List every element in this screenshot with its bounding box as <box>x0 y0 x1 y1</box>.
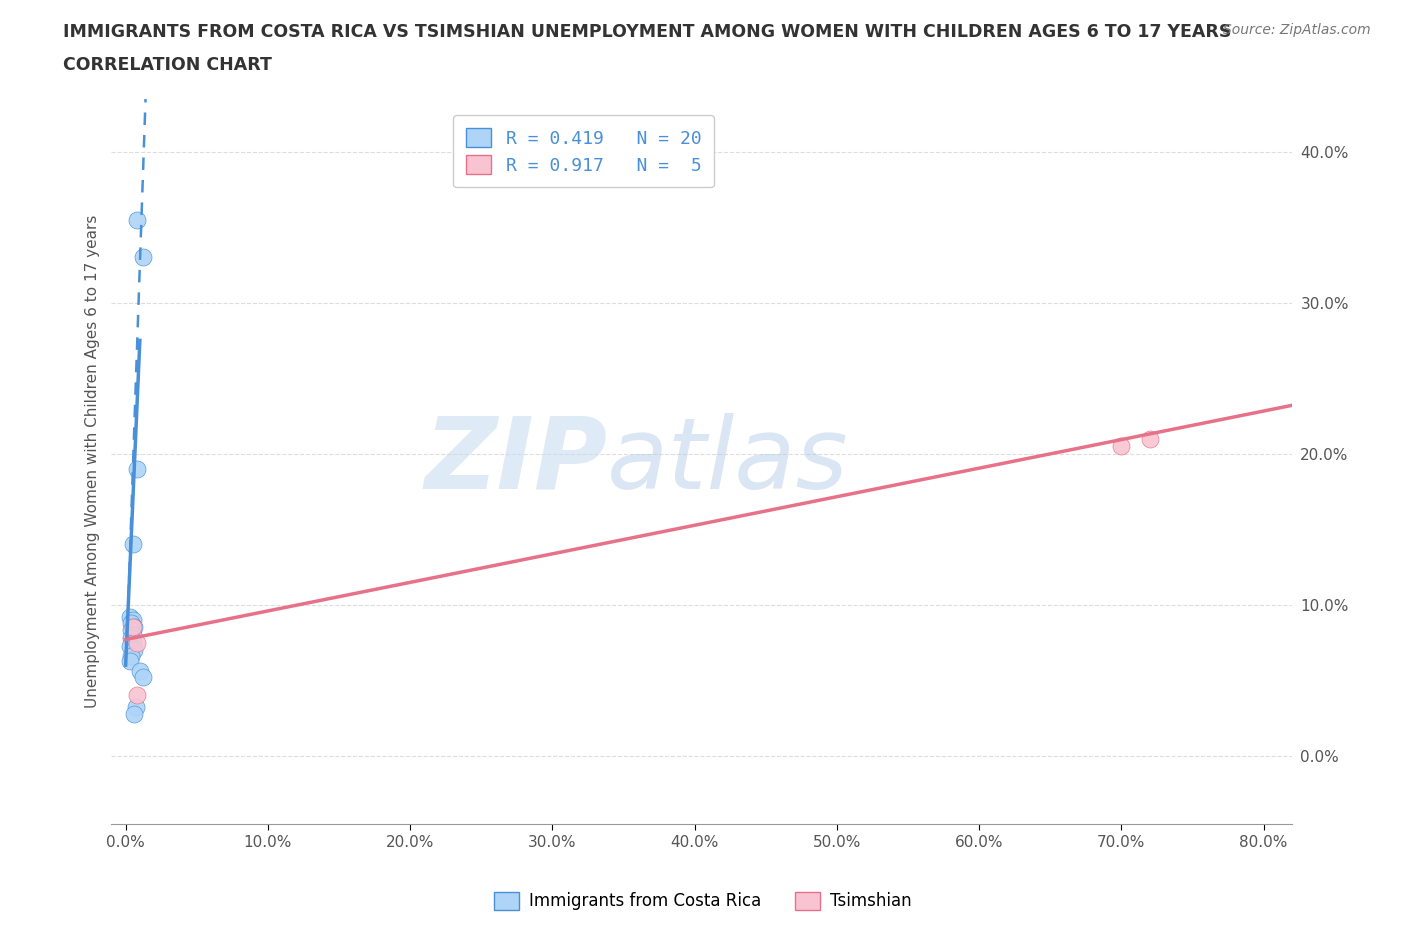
Point <box>122 620 145 635</box>
Point <box>1139 432 1161 446</box>
Point <box>124 700 146 715</box>
Text: CORRELATION CHART: CORRELATION CHART <box>63 56 273 73</box>
Point <box>128 664 150 679</box>
Point <box>120 631 142 645</box>
Point <box>120 616 142 631</box>
Point <box>131 250 153 265</box>
Point <box>125 635 148 650</box>
Text: atlas: atlas <box>607 413 849 510</box>
Point <box>120 623 142 638</box>
Point <box>122 643 145 658</box>
Point <box>122 706 145 721</box>
Point <box>121 537 143 551</box>
Point <box>121 635 143 650</box>
Point <box>125 212 148 227</box>
Text: Source: ZipAtlas.com: Source: ZipAtlas.com <box>1223 23 1371 37</box>
Point <box>118 653 141 668</box>
Legend: Immigrants from Costa Rica, Tsimshian: Immigrants from Costa Rica, Tsimshian <box>488 885 918 917</box>
Point <box>125 461 148 476</box>
Text: ZIP: ZIP <box>425 413 607 510</box>
Point <box>120 648 142 663</box>
Point <box>121 628 143 643</box>
Point <box>1111 439 1133 454</box>
Point <box>121 620 143 635</box>
Point <box>131 670 153 684</box>
Text: IMMIGRANTS FROM COSTA RICA VS TSIMSHIAN UNEMPLOYMENT AMONG WOMEN WITH CHILDREN A: IMMIGRANTS FROM COSTA RICA VS TSIMSHIAN … <box>63 23 1232 41</box>
Point <box>125 688 148 703</box>
Point <box>121 613 143 628</box>
Point <box>118 609 141 624</box>
Point <box>118 638 141 653</box>
Legend: R = 0.419   N = 20, R = 0.917   N =  5: R = 0.419 N = 20, R = 0.917 N = 5 <box>453 115 714 187</box>
Y-axis label: Unemployment Among Women with Children Ages 6 to 17 years: Unemployment Among Women with Children A… <box>86 215 100 708</box>
